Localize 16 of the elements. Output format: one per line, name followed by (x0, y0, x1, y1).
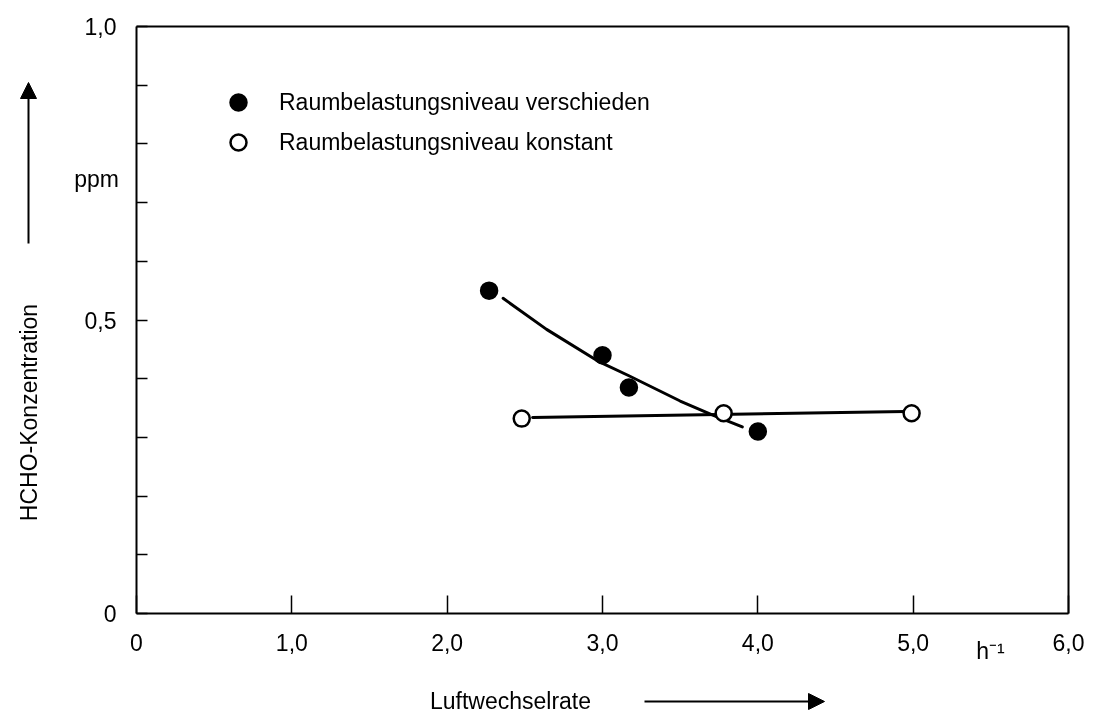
legend-label: Raumbelastungsniveau konstant (279, 127, 613, 157)
y-tick-label: 1,0 (84, 14, 117, 40)
x-axis-title: Luftwechselrate (429, 687, 592, 714)
x-tick-label: 6,0 (1052, 629, 1085, 656)
x-tick-label: 1,0 (275, 629, 308, 656)
text: h⁻¹ (976, 637, 1006, 664)
y-tick-label: 0 (103, 601, 117, 627)
x-tick-label: 3,0 (586, 629, 619, 656)
y-tick-label: 0,5 (84, 307, 117, 334)
y-axis-title: HCHO-Konzentration (15, 303, 42, 522)
x-tick-label: 0 (130, 629, 143, 656)
x-tick-label: 4,0 (741, 629, 774, 656)
legend-label: Raumbelastungsniveau verschieden (279, 87, 650, 117)
x-tick-label: 2,0 (431, 629, 464, 656)
x-tick-label: 5,0 (897, 629, 930, 656)
text: ppm (74, 165, 119, 192)
